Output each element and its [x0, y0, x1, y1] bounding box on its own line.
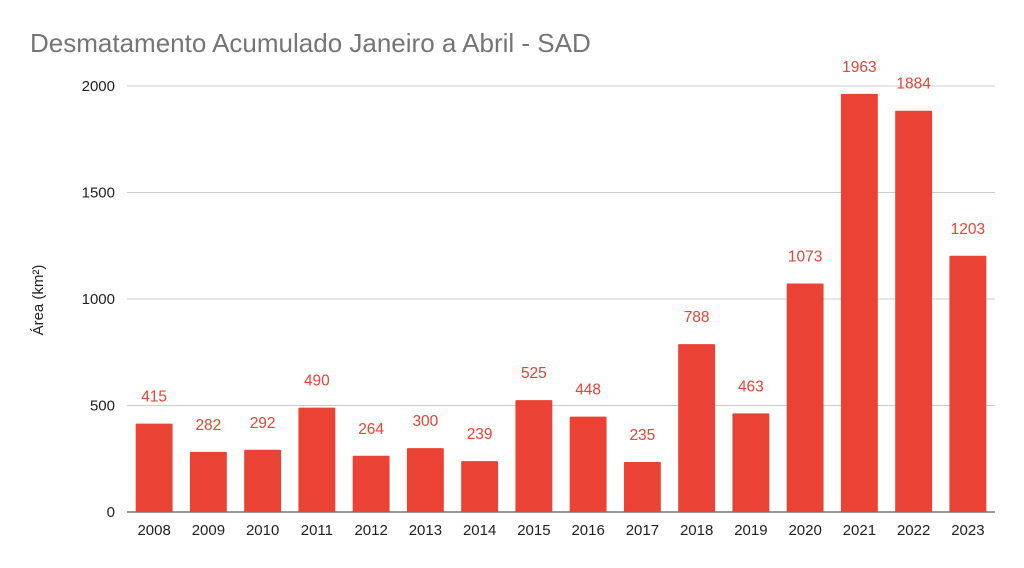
- bar-2014: [461, 461, 499, 512]
- x-tick-label: 2012: [354, 522, 387, 539]
- bar-2018: [678, 344, 716, 512]
- data-label: 239: [467, 426, 493, 443]
- bar-2013: [406, 448, 444, 512]
- data-label: 292: [250, 415, 276, 432]
- x-tick-label: 2013: [409, 522, 442, 539]
- data-label: 300: [412, 413, 438, 430]
- y-tick-label: 2000: [82, 78, 115, 95]
- x-tick-label: 2017: [626, 522, 659, 539]
- bar-2023: [949, 255, 987, 513]
- data-label: 1963: [842, 59, 876, 76]
- y-tick-label: 500: [90, 398, 115, 415]
- data-label: 788: [684, 309, 710, 326]
- data-label: 1073: [788, 248, 822, 265]
- x-tick-label: 2022: [897, 522, 930, 539]
- x-tick-label: 2023: [951, 522, 984, 539]
- bar-2017: [623, 461, 661, 512]
- bar-2010: [244, 449, 282, 512]
- x-tick-label: 2020: [788, 522, 821, 539]
- x-tick-label: 2015: [517, 522, 550, 539]
- bar-2019: [732, 413, 770, 512]
- x-tick-label: 2018: [680, 522, 713, 539]
- data-label: 235: [629, 427, 655, 444]
- x-tick-label: 2016: [571, 522, 604, 539]
- data-label: 490: [304, 373, 330, 390]
- data-label: 525: [521, 365, 547, 382]
- bar-2021: [840, 93, 878, 513]
- y-axis-label: Área (km²): [30, 265, 47, 336]
- bar-2011: [298, 407, 336, 512]
- chart-title: Desmatamento Acumulado Janeiro a Abril -…: [30, 28, 591, 58]
- bar-2012: [352, 455, 390, 512]
- data-label: 463: [738, 378, 764, 395]
- x-tick-label: 2011: [301, 522, 333, 539]
- data-label: 415: [141, 389, 167, 406]
- y-tick-label: 1500: [82, 185, 115, 202]
- data-label: 264: [358, 421, 384, 438]
- x-tick-label: 2021: [843, 522, 876, 539]
- bar-2022: [895, 110, 933, 512]
- data-label: 1884: [896, 76, 931, 93]
- x-tick-label: 2008: [137, 522, 170, 539]
- bar-2009: [189, 451, 227, 512]
- bar-2020: [786, 283, 824, 512]
- x-tick-label: 2009: [192, 522, 225, 539]
- y-tick-label: 0: [107, 504, 115, 521]
- x-tick-label: 2019: [734, 522, 767, 539]
- x-tick-label: 2014: [463, 522, 496, 539]
- data-label: 448: [575, 382, 601, 399]
- data-label: 1203: [951, 221, 985, 238]
- x-tick-label: 2010: [246, 522, 279, 539]
- bar-2015: [515, 400, 553, 512]
- bar-2016: [569, 416, 607, 512]
- bar-2008: [135, 423, 173, 512]
- data-label: 282: [195, 417, 221, 434]
- y-tick-label: 1000: [82, 291, 115, 308]
